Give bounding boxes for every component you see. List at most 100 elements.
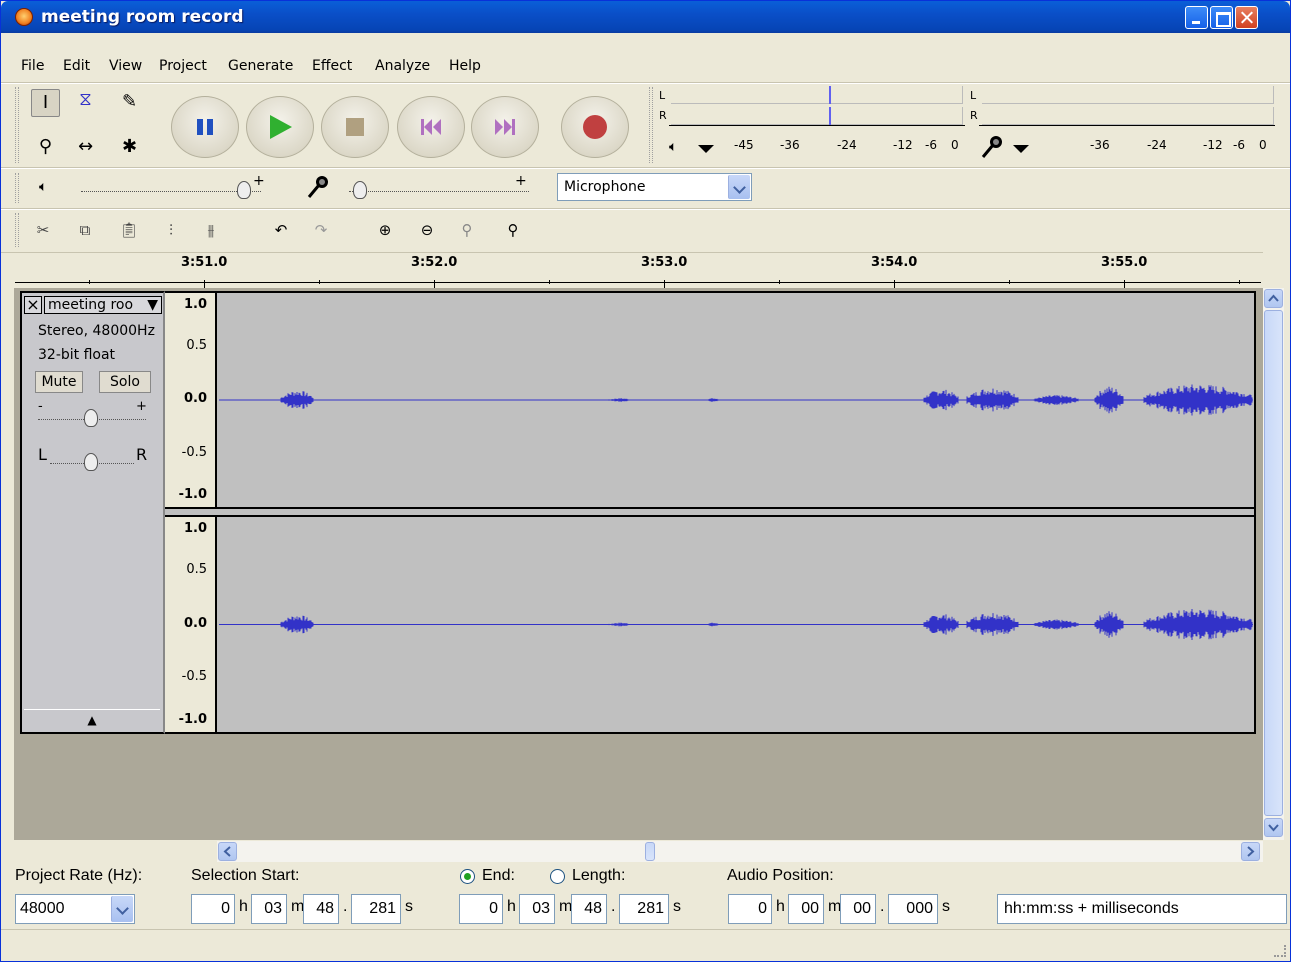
scroll-left-button[interactable] bbox=[218, 842, 237, 861]
track-name-menu[interactable]: meeting roo ▼ bbox=[44, 296, 162, 314]
end-time-milliseconds[interactable]: 281 bbox=[619, 894, 669, 924]
waveform-right-channel[interactable] bbox=[219, 517, 1253, 732]
menu-edit[interactable]: Edit bbox=[63, 58, 91, 74]
play-button[interactable] bbox=[246, 96, 314, 158]
ruler-tick bbox=[779, 280, 780, 284]
input-volume-thumb[interactable] bbox=[353, 181, 367, 199]
track-close-button[interactable]: × bbox=[24, 296, 42, 314]
end-time-minutes[interactable]: 03 bbox=[519, 894, 555, 924]
time-format-select[interactable]: hh:mm:ss + milliseconds bbox=[997, 894, 1287, 924]
minimize-button[interactable] bbox=[1185, 6, 1208, 29]
playback-meter-tick: -36 bbox=[780, 138, 800, 152]
start-time-hours[interactable]: 0 bbox=[191, 894, 235, 924]
menu-analyze[interactable]: Analyze bbox=[375, 58, 431, 74]
position-time-milliseconds[interactable]: 000 bbox=[888, 894, 938, 924]
paste-button[interactable]: 📋︎ bbox=[115, 215, 143, 245]
redo-button[interactable]: ↷ bbox=[307, 215, 335, 245]
silence-button[interactable]: ⫵ bbox=[197, 215, 225, 245]
stop-button[interactable] bbox=[321, 96, 389, 158]
menu-help[interactable]: Help bbox=[449, 58, 481, 74]
trim-button[interactable]: ⫶ bbox=[157, 215, 185, 245]
edit-toolbar-grip[interactable] bbox=[15, 213, 19, 247]
undo-button[interactable]: ↶ bbox=[267, 215, 295, 245]
collapse-track-button[interactable]: ▲ bbox=[24, 709, 160, 729]
menu-generate[interactable]: Generate bbox=[228, 58, 294, 74]
playback-meter-left bbox=[671, 86, 963, 104]
zoom-tool-button[interactable]: ⚲ bbox=[38, 136, 53, 157]
fit-selection-button[interactable]: ⚲ bbox=[453, 215, 481, 245]
record-meter-dropdown-icon[interactable] bbox=[1013, 145, 1029, 153]
zoom-out-button[interactable]: ⊖ bbox=[413, 215, 441, 245]
position-unit-m: m bbox=[828, 898, 842, 915]
record-mic-icon[interactable] bbox=[979, 133, 1007, 161]
skip-to-end-button[interactable] bbox=[471, 96, 539, 158]
horizontal-scrollbar[interactable] bbox=[217, 841, 1263, 862]
output-volume-slider[interactable] bbox=[81, 191, 261, 192]
project-rate-dropdown-icon[interactable] bbox=[111, 896, 133, 922]
selection-tool-button[interactable]: I bbox=[31, 89, 60, 117]
input-volume-plus: + bbox=[515, 173, 527, 189]
mixer-toolbar-grip[interactable] bbox=[15, 173, 19, 203]
gain-slider-thumb[interactable] bbox=[84, 409, 98, 427]
input-volume-slider[interactable] bbox=[349, 191, 529, 192]
horizontal-scroll-thumb[interactable] bbox=[645, 842, 655, 861]
skip-to-start-button[interactable] bbox=[397, 96, 465, 158]
amplitude-label: 0.0 bbox=[183, 615, 207, 631]
meter-toolbar-grip[interactable] bbox=[649, 87, 653, 163]
project-rate-select[interactable]: 48000 bbox=[15, 894, 135, 924]
start-time-minutes[interactable]: 03 bbox=[251, 894, 287, 924]
cut-button[interactable]: ✂ bbox=[29, 215, 57, 245]
position-time-hours[interactable]: 0 bbox=[728, 894, 772, 924]
multi-tool-button[interactable]: ✱ bbox=[121, 136, 138, 157]
track-menu-arrow-icon: ▼ bbox=[147, 297, 158, 313]
start-time-milliseconds[interactable]: 281 bbox=[351, 894, 401, 924]
amplitude-label: 0.5 bbox=[186, 561, 207, 577]
toolbar-grip[interactable] bbox=[15, 87, 19, 163]
start-time-seconds[interactable]: 48 bbox=[303, 894, 339, 924]
menu-view[interactable]: View bbox=[109, 58, 143, 74]
record-meter-left bbox=[982, 86, 1274, 104]
end-time-seconds[interactable]: 48 bbox=[571, 894, 607, 924]
input-source-dropdown-icon[interactable] bbox=[728, 175, 750, 199]
scroll-down-button[interactable] bbox=[1264, 818, 1283, 837]
copy-button[interactable]: ⧉ bbox=[71, 215, 99, 245]
record-button[interactable] bbox=[561, 96, 629, 158]
pan-slider-thumb[interactable] bbox=[84, 453, 98, 471]
timeline-ruler[interactable]: 3:51.0 3:52.0 3:53.0 3:54.0 3:55.0 bbox=[1, 252, 1263, 289]
menu-project[interactable]: Project bbox=[159, 58, 207, 74]
vertical-scrollbar[interactable] bbox=[1263, 288, 1284, 840]
pause-button[interactable] bbox=[171, 96, 239, 158]
end-radio[interactable] bbox=[460, 869, 475, 884]
playback-speaker-icon[interactable]: 🔈︎ bbox=[669, 139, 678, 155]
timeshift-tool-button[interactable]: ↔ bbox=[77, 136, 94, 157]
scroll-up-button[interactable] bbox=[1264, 289, 1283, 308]
scroll-right-button[interactable] bbox=[1241, 842, 1260, 861]
chevron-down-icon bbox=[1268, 824, 1279, 832]
end-time-hours[interactable]: 0 bbox=[459, 894, 503, 924]
waveform-left-channel[interactable] bbox=[219, 293, 1253, 507]
maximize-button[interactable] bbox=[1210, 6, 1233, 29]
close-window-button[interactable] bbox=[1235, 6, 1258, 29]
position-time-seconds[interactable]: 00 bbox=[840, 894, 876, 924]
zoom-in-button[interactable]: ⊕ bbox=[371, 215, 399, 245]
project-rate-value: 48000 bbox=[20, 900, 65, 917]
play-icon bbox=[270, 115, 292, 139]
menu-effect[interactable]: Effect bbox=[312, 58, 353, 74]
resize-grip-icon[interactable] bbox=[1274, 945, 1286, 957]
fit-project-button[interactable]: ⚲ bbox=[499, 215, 527, 245]
mute-button[interactable]: Mute bbox=[35, 371, 83, 393]
menu-file[interactable]: File bbox=[21, 58, 45, 74]
solo-button[interactable]: Solo bbox=[99, 371, 151, 393]
title-bar[interactable]: meeting room record bbox=[1, 1, 1290, 33]
output-volume-thumb[interactable] bbox=[237, 181, 251, 199]
playback-meter-dropdown-icon[interactable] bbox=[698, 145, 714, 153]
draw-tool-button[interactable]: ✎ bbox=[121, 91, 138, 112]
length-radio[interactable] bbox=[550, 869, 565, 884]
position-time-minutes[interactable]: 00 bbox=[788, 894, 824, 924]
vertical-scroll-thumb[interactable] bbox=[1264, 310, 1283, 816]
envelope-tool-button[interactable]: ⧖ bbox=[79, 89, 92, 110]
chevron-right-icon bbox=[1247, 846, 1255, 857]
record-meter-right-label: R bbox=[970, 109, 978, 122]
ruler-tick bbox=[1239, 280, 1240, 284]
input-source-select[interactable]: Microphone bbox=[557, 173, 752, 201]
